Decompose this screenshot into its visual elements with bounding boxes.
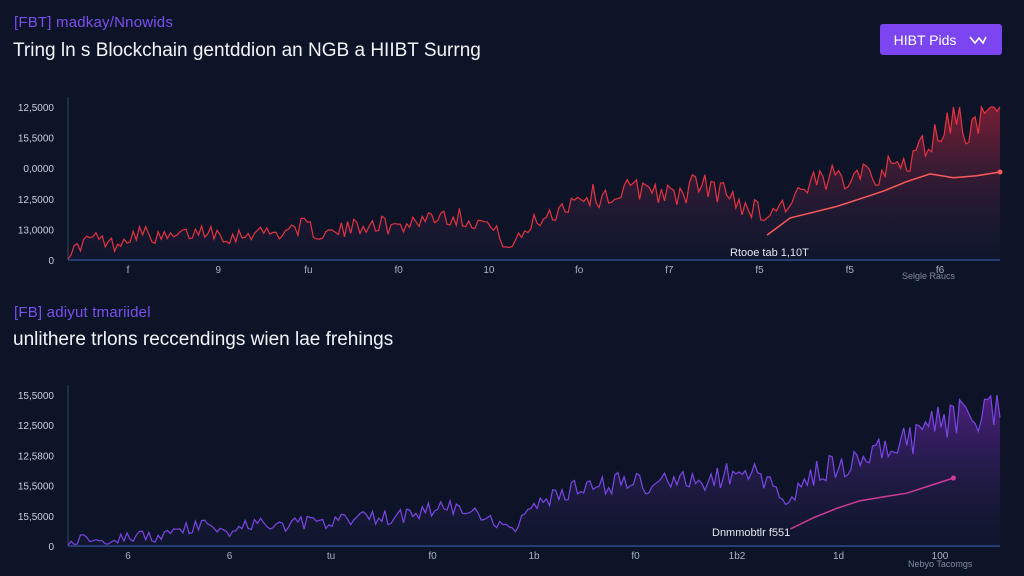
hibt-pids-button[interactable]: HIBT Pids xyxy=(880,24,1002,55)
x-tick-label: tu xyxy=(327,551,335,562)
x-tick-label: 1b2 xyxy=(729,551,746,562)
y-tick-label: 12,5000 xyxy=(18,103,55,114)
x-tick-label: fu xyxy=(304,265,312,276)
x-tick-label: f0 xyxy=(428,551,437,562)
trend-end-point xyxy=(997,169,1003,175)
x-tick-label: 1b xyxy=(528,551,540,562)
x-tick-label: 6 xyxy=(125,551,131,562)
x-tick-label: 6 xyxy=(227,551,233,562)
chart-footnote: Nebyo Tacomgs xyxy=(908,559,973,569)
x-tick-label: 100 xyxy=(932,551,949,562)
x-tick-label: f xyxy=(127,265,130,276)
y-tick-label: 15,5000 xyxy=(18,391,55,402)
price-area xyxy=(68,107,1000,260)
button-label: HIBT Pids xyxy=(893,31,957,48)
trend-line xyxy=(766,171,1001,236)
x-tick-label: 10 xyxy=(483,265,495,276)
y-tick-label: 0,0000 xyxy=(23,164,54,175)
price-line xyxy=(67,104,1001,260)
section-2-title: unlithere trlons reccendings wien lae fr… xyxy=(13,329,394,350)
price-area xyxy=(68,395,1000,546)
trend-line xyxy=(789,477,954,530)
y-tick-label: 0 xyxy=(48,542,54,553)
price-line xyxy=(67,394,1001,546)
x-tick-label: f5 xyxy=(755,265,764,276)
chart2-kicker: [FB] adiyut tmariidel xyxy=(14,304,151,321)
x-tick-label: 9 xyxy=(215,265,221,276)
x-tick-label: f5 xyxy=(846,265,855,276)
x-tick-label: f7 xyxy=(665,265,674,276)
y-tick-label: 15,5000 xyxy=(18,134,55,145)
x-tick-label: f0 xyxy=(631,551,640,562)
x-tick-label: f6 xyxy=(936,265,945,276)
y-tick-label: 12,5800 xyxy=(18,451,55,462)
page-title: Tring ln s Blockchain gentddion an NGB a… xyxy=(13,40,481,61)
chart-annotation: Dnmmobtlr f551 xyxy=(712,527,790,539)
y-tick-label: 15,5000 xyxy=(18,512,55,523)
chart-2: 15,5000 12,5000 12,5800 15,5000 15,5000 0 6 6 tu… xyxy=(18,385,1001,569)
y-tick-label: 12,5000 xyxy=(18,195,55,206)
trend-end-point xyxy=(950,475,956,481)
chevron-check-icon xyxy=(969,35,988,44)
chart-footnote: Selgle Raucs xyxy=(902,271,956,281)
y-tick-label: 15,5000 xyxy=(18,482,55,493)
x-tick-label: f0 xyxy=(394,265,403,276)
chart-1: 12,5000 15,5000 0,0000 12,5000 13,0000 0 f 9 fu f… xyxy=(18,97,1003,281)
y-tick-label: 0 xyxy=(48,256,54,267)
chart-annotation: Rtooe tab 1,10T xyxy=(730,247,809,259)
x-tick-label: fo xyxy=(575,265,584,276)
x-tick-label: 1d xyxy=(833,551,844,562)
y-tick-label: 13,0000 xyxy=(18,225,55,236)
y-tick-label: 12,5000 xyxy=(18,421,55,432)
chart1-kicker: [FBT] madkay/Nnowids xyxy=(14,14,174,31)
